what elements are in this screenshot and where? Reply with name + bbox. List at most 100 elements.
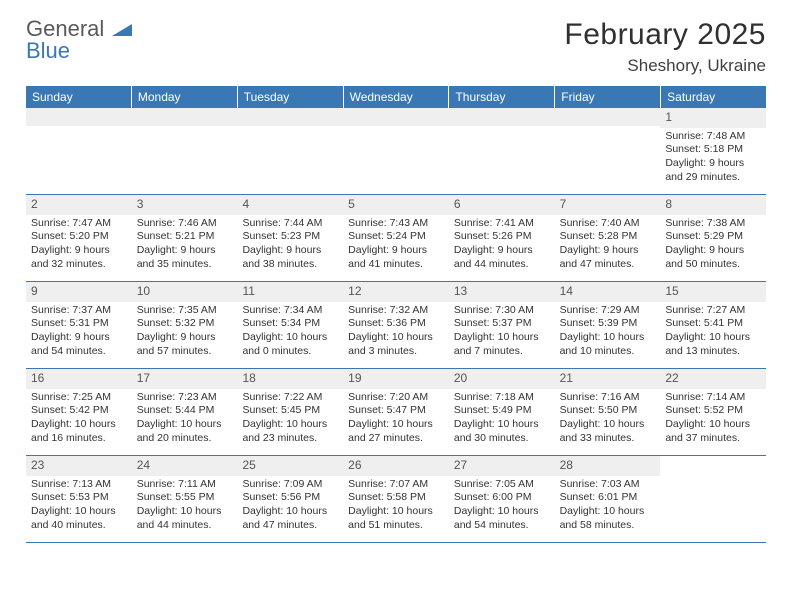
- day-number: 23: [26, 456, 132, 476]
- day-body: Sunrise: 7:25 AMSunset: 5:42 PMDaylight:…: [26, 389, 132, 450]
- daylight-text: Daylight: 9 hours and 57 minutes.: [137, 331, 233, 358]
- sunset-text: Sunset: 5:31 PM: [31, 317, 127, 331]
- day-cell: 9Sunrise: 7:37 AMSunset: 5:31 PMDaylight…: [26, 282, 132, 368]
- sunset-text: Sunset: 5:24 PM: [348, 230, 444, 244]
- day-cell: 3Sunrise: 7:46 AMSunset: 5:21 PMDaylight…: [132, 195, 238, 281]
- daylight-text: Daylight: 10 hours and 47 minutes.: [242, 505, 338, 532]
- day-cell: 18Sunrise: 7:22 AMSunset: 5:45 PMDayligh…: [237, 369, 343, 455]
- logo-word2: Blue: [26, 38, 70, 63]
- daylight-text: Daylight: 10 hours and 40 minutes.: [31, 505, 127, 532]
- day-cell: 15Sunrise: 7:27 AMSunset: 5:41 PMDayligh…: [660, 282, 766, 368]
- day-cell: 11Sunrise: 7:34 AMSunset: 5:34 PMDayligh…: [237, 282, 343, 368]
- daylight-text: Daylight: 9 hours and 54 minutes.: [31, 331, 127, 358]
- day-cell: 23Sunrise: 7:13 AMSunset: 5:53 PMDayligh…: [26, 456, 132, 542]
- sunset-text: Sunset: 5:26 PM: [454, 230, 550, 244]
- day-number: 12: [343, 282, 449, 302]
- sunrise-text: Sunrise: 7:16 AM: [560, 391, 656, 405]
- day-body: Sunrise: 7:37 AMSunset: 5:31 PMDaylight:…: [26, 302, 132, 363]
- sunset-text: Sunset: 5:23 PM: [242, 230, 338, 244]
- sunrise-text: Sunrise: 7:05 AM: [454, 478, 550, 492]
- sunset-text: Sunset: 5:52 PM: [665, 404, 761, 418]
- day-body: Sunrise: 7:35 AMSunset: 5:32 PMDaylight:…: [132, 302, 238, 363]
- day-body: Sunrise: 7:03 AMSunset: 6:01 PMDaylight:…: [555, 476, 661, 537]
- day-number: 2: [26, 195, 132, 215]
- day-number: 15: [660, 282, 766, 302]
- day-body: Sunrise: 7:30 AMSunset: 5:37 PMDaylight:…: [449, 302, 555, 363]
- daylight-text: Daylight: 10 hours and 51 minutes.: [348, 505, 444, 532]
- sunset-text: Sunset: 5:37 PM: [454, 317, 550, 331]
- daylight-text: Daylight: 10 hours and 27 minutes.: [348, 418, 444, 445]
- sunset-text: Sunset: 5:34 PM: [242, 317, 338, 331]
- sunset-text: Sunset: 5:47 PM: [348, 404, 444, 418]
- day-cell: [132, 108, 238, 194]
- day-body: Sunrise: 7:29 AMSunset: 5:39 PMDaylight:…: [555, 302, 661, 363]
- sunset-text: Sunset: 5:44 PM: [137, 404, 233, 418]
- day-cell: [555, 108, 661, 194]
- weekday-header: Thursday: [449, 86, 555, 108]
- day-body: Sunrise: 7:47 AMSunset: 5:20 PMDaylight:…: [26, 215, 132, 276]
- sunset-text: Sunset: 5:20 PM: [31, 230, 127, 244]
- day-number: 3: [132, 195, 238, 215]
- day-number: 9: [26, 282, 132, 302]
- sunset-text: Sunset: 6:01 PM: [560, 491, 656, 505]
- day-number: 1: [660, 108, 766, 128]
- weekday-header: Wednesday: [344, 86, 450, 108]
- logo: General Blue: [26, 18, 132, 62]
- empty-daynum-bg: [343, 108, 449, 126]
- logo-text: General Blue: [26, 18, 132, 62]
- sunset-text: Sunset: 5:49 PM: [454, 404, 550, 418]
- day-number: 24: [132, 456, 238, 476]
- day-number: 26: [343, 456, 449, 476]
- day-cell: 6Sunrise: 7:41 AMSunset: 5:26 PMDaylight…: [449, 195, 555, 281]
- day-cell: [660, 456, 766, 542]
- sunrise-text: Sunrise: 7:47 AM: [31, 217, 127, 231]
- daylight-text: Daylight: 10 hours and 13 minutes.: [665, 331, 761, 358]
- day-body: Sunrise: 7:09 AMSunset: 5:56 PMDaylight:…: [237, 476, 343, 537]
- day-cell: 24Sunrise: 7:11 AMSunset: 5:55 PMDayligh…: [132, 456, 238, 542]
- day-number: 5: [343, 195, 449, 215]
- sunrise-text: Sunrise: 7:20 AM: [348, 391, 444, 405]
- week-row: 9Sunrise: 7:37 AMSunset: 5:31 PMDaylight…: [26, 282, 766, 369]
- sunrise-text: Sunrise: 7:35 AM: [137, 304, 233, 318]
- week-row: 1Sunrise: 7:48 AMSunset: 5:18 PMDaylight…: [26, 108, 766, 195]
- day-cell: 19Sunrise: 7:20 AMSunset: 5:47 PMDayligh…: [343, 369, 449, 455]
- sunset-text: Sunset: 5:21 PM: [137, 230, 233, 244]
- sunset-text: Sunset: 6:00 PM: [454, 491, 550, 505]
- sunrise-text: Sunrise: 7:13 AM: [31, 478, 127, 492]
- day-body: Sunrise: 7:43 AMSunset: 5:24 PMDaylight:…: [343, 215, 449, 276]
- day-number: 22: [660, 369, 766, 389]
- day-body: Sunrise: 7:48 AMSunset: 5:18 PMDaylight:…: [660, 128, 766, 189]
- day-body: Sunrise: 7:11 AMSunset: 5:55 PMDaylight:…: [132, 476, 238, 537]
- day-cell: 2Sunrise: 7:47 AMSunset: 5:20 PMDaylight…: [26, 195, 132, 281]
- day-cell: 22Sunrise: 7:14 AMSunset: 5:52 PMDayligh…: [660, 369, 766, 455]
- weekday-header: Friday: [555, 86, 661, 108]
- daylight-text: Daylight: 10 hours and 0 minutes.: [242, 331, 338, 358]
- empty-daynum-bg: [449, 108, 555, 126]
- daylight-text: Daylight: 10 hours and 33 minutes.: [560, 418, 656, 445]
- daylight-text: Daylight: 10 hours and 10 minutes.: [560, 331, 656, 358]
- sunrise-text: Sunrise: 7:22 AM: [242, 391, 338, 405]
- day-body: Sunrise: 7:22 AMSunset: 5:45 PMDaylight:…: [237, 389, 343, 450]
- day-body: Sunrise: 7:46 AMSunset: 5:21 PMDaylight:…: [132, 215, 238, 276]
- daylight-text: Daylight: 10 hours and 16 minutes.: [31, 418, 127, 445]
- weekday-header-row: SundayMondayTuesdayWednesdayThursdayFrid…: [26, 86, 766, 108]
- day-number: 11: [237, 282, 343, 302]
- day-number: 21: [555, 369, 661, 389]
- sunset-text: Sunset: 5:28 PM: [560, 230, 656, 244]
- day-number: 8: [660, 195, 766, 215]
- sunset-text: Sunset: 5:58 PM: [348, 491, 444, 505]
- day-cell: 8Sunrise: 7:38 AMSunset: 5:29 PMDaylight…: [660, 195, 766, 281]
- calendar-page: General Blue February 2025 Sheshory, Ukr…: [0, 0, 792, 561]
- day-cell: 16Sunrise: 7:25 AMSunset: 5:42 PMDayligh…: [26, 369, 132, 455]
- sunrise-text: Sunrise: 7:18 AM: [454, 391, 550, 405]
- sunrise-text: Sunrise: 7:41 AM: [454, 217, 550, 231]
- location: Sheshory, Ukraine: [564, 56, 766, 76]
- daylight-text: Daylight: 9 hours and 44 minutes.: [454, 244, 550, 271]
- day-number: 27: [449, 456, 555, 476]
- day-body: Sunrise: 7:32 AMSunset: 5:36 PMDaylight:…: [343, 302, 449, 363]
- sunset-text: Sunset: 5:45 PM: [242, 404, 338, 418]
- sunset-text: Sunset: 5:50 PM: [560, 404, 656, 418]
- daylight-text: Daylight: 10 hours and 54 minutes.: [454, 505, 550, 532]
- daylight-text: Daylight: 9 hours and 47 minutes.: [560, 244, 656, 271]
- calendar: SundayMondayTuesdayWednesdayThursdayFrid…: [26, 86, 766, 543]
